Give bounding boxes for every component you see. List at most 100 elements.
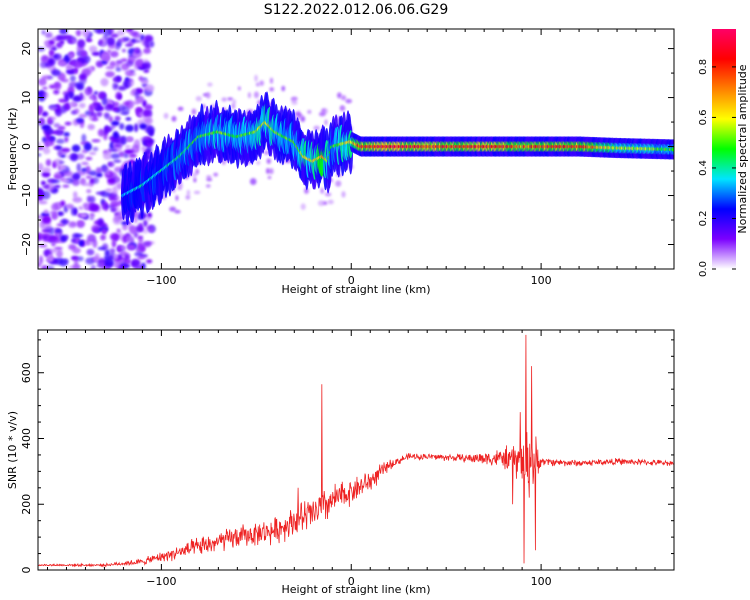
spectrogram-noise-blob — [55, 232, 61, 237]
spectrogram-y-label: Frequency (Hz) — [6, 108, 19, 191]
spectrogram-noise-blob — [82, 29, 91, 38]
spectrogram-noise-blob — [117, 265, 126, 269]
spectrogram-noise-blob — [253, 91, 259, 99]
spectrogram-noise-blob — [38, 196, 44, 202]
spectrogram-noise-blob — [163, 112, 169, 119]
spectrogram-noise-blob — [62, 34, 73, 40]
colorbar-label: Normalized spectral amplitude — [736, 64, 749, 233]
colorbar-tick-label: 0.8 — [698, 59, 709, 75]
spectrogram-noise-blob — [107, 104, 113, 109]
spectrogram-noise-blob — [81, 167, 88, 172]
spectrogram-noise-blob — [58, 160, 65, 165]
spectrogram-noise-blob — [114, 115, 121, 122]
snr-x-ticks: −100 0 100 — [46, 330, 675, 588]
spectrogram-noise-blob — [101, 201, 108, 210]
spectrogram-noise-blob — [291, 98, 296, 102]
spectrogram-noise-blob — [104, 265, 110, 269]
spectrogram-noise-blob — [140, 79, 149, 84]
spectrogram-noise-blob — [70, 207, 75, 216]
spectrogram-noise-blob — [71, 144, 81, 153]
spectrogram-noise-blob — [90, 104, 98, 110]
spectrogram-noise-blob — [134, 123, 139, 133]
spectrogram-noise-blob — [231, 103, 236, 110]
spectrogram-noise-blob — [70, 110, 77, 115]
spectrogram-noise-blob — [76, 219, 85, 228]
spectrogram-noise-blob — [112, 131, 119, 139]
spectrogram-noise-blob — [97, 128, 105, 137]
spectrogram-noise-blob — [143, 219, 148, 227]
spectrogram-noise-blob — [81, 161, 89, 166]
spectrogram-noise-blob — [39, 117, 45, 126]
spectrogram-noise-blob — [57, 125, 66, 131]
spectrogram-noise-blob — [256, 160, 261, 165]
spectrogram-noise-blob — [38, 162, 44, 172]
spectrogram-noise-blob — [124, 78, 133, 83]
spectrogram-noise-blob — [222, 160, 226, 165]
spectrogram-noise-blob — [53, 82, 61, 89]
spectrogram-noise-blob — [122, 80, 132, 89]
spectrogram-noise-blob — [125, 117, 132, 121]
spectrogram-noise-blob — [48, 235, 59, 241]
spectrogram-noise-blob — [124, 144, 131, 149]
spectrogram-noise-blob — [53, 158, 63, 168]
spectrogram-noise-blob — [70, 154, 78, 162]
spectrogram-noise-blob — [175, 195, 179, 201]
spectrogram-noise-blob — [41, 215, 52, 224]
spectrogram-noise-blob — [42, 235, 48, 240]
spectrogram-noise-blob — [142, 228, 149, 234]
spectrogram-noise-blob — [102, 29, 112, 37]
spectrogram-noise-blob — [42, 184, 50, 189]
spectrogram-noise-blob — [107, 161, 115, 168]
spectrogram-noise-blob — [142, 63, 150, 68]
spectrogram-noise-blob — [97, 218, 104, 227]
spectrogram-noise-blob — [254, 74, 258, 82]
spectrogram-noise-blob — [112, 81, 119, 91]
spectrogram-noise-blob — [76, 256, 84, 262]
spectrogram-noise-blob — [62, 184, 70, 188]
spectrogram-noise-blob — [143, 69, 150, 73]
spectrogram-noise-blob — [264, 150, 270, 156]
spectrogram-noise-blob — [72, 178, 80, 187]
spectrogram-noise-blob — [117, 245, 122, 253]
spectrogram-noise-blob — [113, 76, 122, 83]
spectrogram-noise-blob — [125, 29, 134, 33]
snr-x-label: Height of straight line (km) — [281, 583, 430, 596]
spectrogram-noise-blob — [300, 116, 306, 123]
spectrogram-noise-blob — [129, 225, 137, 235]
spectrogram-noise-blob — [74, 257, 79, 266]
spectrogram-noise-blob — [89, 195, 96, 203]
spectrogram-noise-blob — [81, 133, 87, 143]
spectrogram-noise-blob — [38, 153, 42, 157]
spectrogram-noise-blob — [72, 247, 81, 254]
spectrogram-noise-blob — [111, 120, 120, 126]
spectrogram-noise-blob — [122, 223, 128, 231]
spectrogram-noise-blob — [113, 253, 119, 260]
spectrogram-noise-blob — [111, 239, 117, 248]
spectrogram-noise-blob — [72, 191, 78, 199]
spectrogram-noise-blob — [93, 91, 99, 95]
spectrogram-noise-blob — [99, 257, 105, 267]
spectrogram-noise-blob — [78, 73, 87, 80]
spectrogram-noise-blob — [144, 104, 153, 111]
spectrogram-noise-blob — [249, 178, 257, 185]
spectrogram-noise-blob — [317, 200, 325, 207]
spectrogram-noise-blob — [101, 228, 107, 235]
spectrogram-noise-blob — [76, 163, 82, 172]
spectrogram-noise-blob — [125, 60, 134, 67]
spectrogram-noise-blob — [75, 153, 85, 160]
colorbar-gradient — [712, 29, 736, 269]
spectrogram-noise-blob — [132, 32, 142, 39]
spectrogram-noise-blob — [95, 191, 106, 195]
spectrogram-noise-blob — [51, 178, 61, 184]
colorbar-tick-label: 0.6 — [698, 109, 709, 125]
spectrogram-noise-blob — [63, 258, 69, 264]
spectrogram-noise-blob — [110, 200, 117, 205]
spectrogram-noise-blob — [38, 233, 43, 241]
spectrogram-noise-blob — [43, 209, 49, 215]
spectrogram-noise-blob — [40, 55, 49, 63]
spectrogram-noise-blob — [115, 67, 122, 72]
spectrogram-noise-blob — [76, 84, 84, 91]
spectrogram-noise-blob — [44, 140, 50, 149]
spectrogram-noise-blob — [79, 177, 87, 186]
spectrogram-noise-blob — [109, 50, 119, 58]
